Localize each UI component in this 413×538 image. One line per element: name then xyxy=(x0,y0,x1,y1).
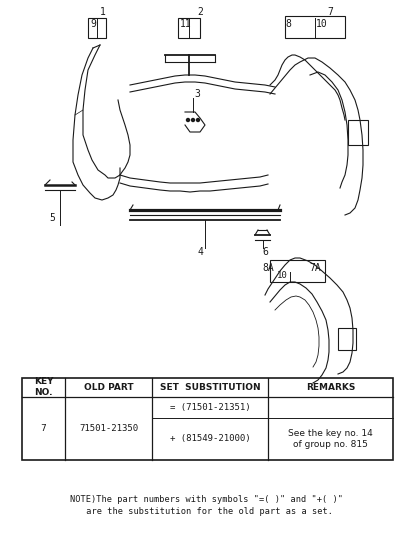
Text: See the key no. 14
of group no. 815: See the key no. 14 of group no. 815 xyxy=(287,429,372,449)
Text: = (71501-21351): = (71501-21351) xyxy=(169,403,250,412)
Text: + (81549-21000): + (81549-21000) xyxy=(169,435,250,443)
Text: 3: 3 xyxy=(194,89,199,99)
Text: are the substitution for the old part as a set.: are the substitution for the old part as… xyxy=(81,507,332,516)
Text: 1: 1 xyxy=(100,7,106,17)
Bar xyxy=(178,18,199,38)
Text: 6: 6 xyxy=(261,247,267,257)
Text: 8: 8 xyxy=(285,19,290,29)
Text: 7: 7 xyxy=(326,7,332,17)
Text: 7: 7 xyxy=(40,424,46,433)
Bar xyxy=(337,328,355,350)
Bar xyxy=(284,16,344,38)
Text: 7A: 7A xyxy=(309,263,320,273)
Bar xyxy=(269,260,324,282)
Text: 2: 2 xyxy=(197,7,202,17)
Text: REMARKS: REMARKS xyxy=(305,383,354,392)
Text: NOTE)The part numbers with symbols "=( )" and "+( )": NOTE)The part numbers with symbols "=( )… xyxy=(70,495,343,505)
Text: 11: 11 xyxy=(180,19,191,29)
Text: 8A: 8A xyxy=(261,263,273,273)
Bar xyxy=(88,18,106,38)
Text: 10: 10 xyxy=(316,19,327,29)
Circle shape xyxy=(196,118,199,122)
Circle shape xyxy=(191,118,194,122)
Text: SET  SUBSTITUTION: SET SUBSTITUTION xyxy=(159,383,260,392)
Text: 9: 9 xyxy=(90,19,96,29)
Text: 10: 10 xyxy=(276,271,287,280)
Circle shape xyxy=(186,118,189,122)
Text: 5: 5 xyxy=(49,213,55,223)
Text: OLD PART: OLD PART xyxy=(83,383,133,392)
Text: 71501-21350: 71501-21350 xyxy=(79,424,138,433)
Bar xyxy=(347,120,367,145)
Text: 4: 4 xyxy=(197,247,202,257)
Bar xyxy=(22,378,392,460)
Text: KEY
NO.: KEY NO. xyxy=(34,377,53,397)
